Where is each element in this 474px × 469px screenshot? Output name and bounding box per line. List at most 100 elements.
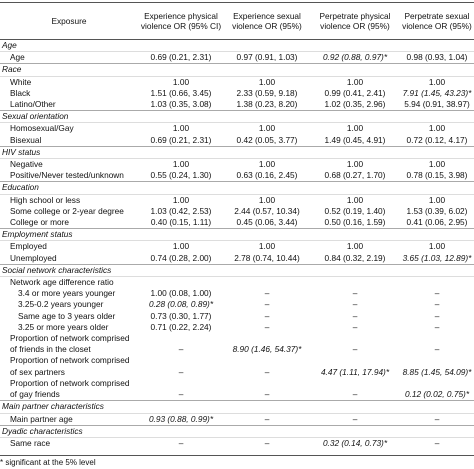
cell: 0.42 (0.05, 3.77) — [236, 134, 298, 145]
section-title: HIV status — [0, 145, 474, 160]
section-row: Education — [0, 181, 474, 195]
cell: – — [352, 310, 358, 321]
cell: 0.74 (0.28, 2.00) — [150, 252, 212, 263]
cell: – — [264, 366, 270, 377]
cell: 0.71 (0.22, 2.24) — [150, 321, 212, 332]
table-row: Homosexual/Gay 1.00 1.00 1.00 1.00 — [0, 123, 474, 135]
row-label: Same race — [10, 437, 51, 448]
row-label: Black — [10, 87, 31, 98]
section-row: Age — [0, 38, 474, 53]
section-row: Dyadic characteristics — [0, 424, 474, 438]
cell: 1.00 — [346, 194, 364, 205]
cell: 1.03 (0.42, 2.53) — [150, 205, 212, 216]
cell: 8.85 (1.45, 54.09)* — [402, 366, 472, 377]
table-row: 3.25-0.2 years younger 0.28 (0.08, 0.89)*… — [0, 299, 474, 310]
cell: 1.51 (0.66, 3.45) — [150, 87, 212, 98]
row-label: Some college or 2-year degree — [10, 205, 124, 216]
table-row: Proportion of network comprised of frien… — [0, 333, 474, 355]
cell: 1.53 (0.39, 6.02) — [406, 205, 468, 216]
cell: 1.00 — [346, 241, 364, 252]
cell: 0.99 (0.41, 2.41) — [324, 87, 386, 98]
cell: 0.92 (0.88, 0.97)* — [322, 52, 388, 63]
cell: – — [352, 288, 358, 299]
table-row: Proportion of network comprised of gay f… — [0, 378, 474, 401]
section-title: Race — [0, 63, 474, 77]
cell: 0.69 (0.21, 2.31) — [150, 134, 212, 145]
cell: 0.55 (0.24, 1.30) — [150, 170, 212, 181]
cell: 0.52 (0.19, 1.40) — [324, 205, 386, 216]
row-label: 3.25-0.2 years younger — [18, 299, 104, 310]
cell: 0.41 (0.06, 2.95) — [406, 217, 468, 228]
cell: – — [178, 437, 184, 448]
cell: 1.00 — [258, 76, 276, 87]
cell: – — [352, 389, 358, 400]
column-header: Experience physical violence OR (95% CI) — [138, 2, 224, 40]
cell: 1.02 (0.35, 2.96) — [324, 99, 386, 110]
column-header: Perpetrate physical violence OR (95%) — [310, 2, 400, 40]
cell: – — [352, 344, 358, 355]
row-label: Unemployed — [10, 252, 57, 263]
row-label: Proportion of network comprised of sex p… — [10, 355, 130, 377]
cell: 1.00 — [346, 76, 364, 87]
cell: 1.49 (0.45, 4.91) — [324, 134, 386, 145]
cell: – — [434, 310, 440, 321]
cell: 1.00 — [258, 241, 276, 252]
cell: – — [178, 389, 184, 400]
row-label: Employed — [10, 241, 47, 252]
table-row: 3.25 or more years older 0.71 (0.22, 2.24… — [0, 322, 474, 333]
cell: 1.00 — [258, 194, 276, 205]
table-row: College or more 0.40 (0.15, 1.11) 0.45 (0.… — [0, 217, 474, 229]
table-body: Age Age 0.69 (0.21, 2.31) 0.97 (0.91, 1.03)… — [0, 38, 474, 450]
row-label: College or more — [10, 217, 70, 228]
column-header: Perpetrate sexual violence OR (95%) — [400, 2, 474, 40]
cell: 0.78 (0.15, 3.98) — [406, 170, 468, 181]
cell: 1.00 — [428, 76, 446, 87]
cell: – — [352, 321, 358, 332]
cell: 1.00 — [428, 241, 446, 252]
table-row: Same race – – 0.32 (0.14, 0.73)* – — [0, 437, 474, 449]
row-label: Latino/Other — [10, 99, 56, 110]
cell: 0.98 (0.93, 1.04) — [406, 52, 468, 63]
section-row: HIV status — [0, 145, 474, 160]
column-header: Exposure — [0, 2, 138, 40]
cell: 1.38 (0.23, 8.20) — [236, 99, 298, 110]
cell: 8.90 (1.46, 54.37)* — [232, 344, 302, 355]
table-row: White 1.00 1.00 1.00 1.00 — [0, 76, 474, 88]
cell: – — [264, 389, 270, 400]
row-label: Bisexual — [10, 134, 42, 145]
cell: 0.50 (0.16, 1.59) — [324, 217, 386, 228]
row-label: Same age to 3 years older — [18, 310, 116, 321]
row-label: Main partner age — [10, 413, 73, 424]
column-header: Experience sexual violence OR (95%) — [224, 2, 310, 40]
table-row: Age 0.69 (0.21, 2.31) 0.97 (0.91, 1.03) 0.9… — [0, 52, 474, 64]
cell: 1.00 — [172, 123, 190, 134]
cell: 0.84 (0.32, 2.19) — [324, 252, 386, 263]
section-row: Race — [0, 63, 474, 77]
cell: 5.94 (0.91, 38.97) — [404, 99, 470, 110]
cell: – — [434, 413, 440, 424]
cell: 0.12 (0.02, 0.75)* — [404, 389, 470, 400]
cell: 1.00 — [428, 123, 446, 134]
section-title: Dyadic characteristics — [0, 424, 474, 438]
cell: 2.78 (0.74, 10.44) — [234, 252, 300, 263]
table-row: Positive/Never tested/unknown 0.55 (0.24,… — [0, 170, 474, 182]
row-label: 3.25 or more years older — [18, 321, 109, 332]
footnote: * significant at the 5% level — [0, 455, 474, 467]
row-label: Homosexual/Gay — [10, 123, 74, 134]
section-row: Main partner characteristics — [0, 400, 474, 414]
cell: 0.40 (0.15, 1.11) — [150, 217, 212, 228]
row-label: Positive/Never tested/unknown — [10, 170, 124, 181]
row-label: High school or less — [10, 194, 81, 205]
cell: – — [264, 321, 270, 332]
table-row: Some college or 2-year degree 1.03 (0.42,… — [0, 206, 474, 217]
section-title: Employment status — [0, 228, 474, 242]
cell: – — [264, 437, 270, 448]
table-row: Network age difference ratio — [0, 277, 474, 289]
cell: 0.68 (0.27, 1.70) — [324, 170, 386, 181]
cell: 0.32 (0.14, 0.73)* — [322, 437, 388, 448]
table-row: Proportion of network comprised of sex p… — [0, 355, 474, 377]
cell: 1.00 — [172, 194, 190, 205]
cell: 4.47 (1.11, 17.94)* — [320, 366, 390, 377]
table-row: Main partner age 0.93 (0.88, 0.99)* – – – — [0, 413, 474, 425]
section-row: Sexual orientation — [0, 110, 474, 124]
